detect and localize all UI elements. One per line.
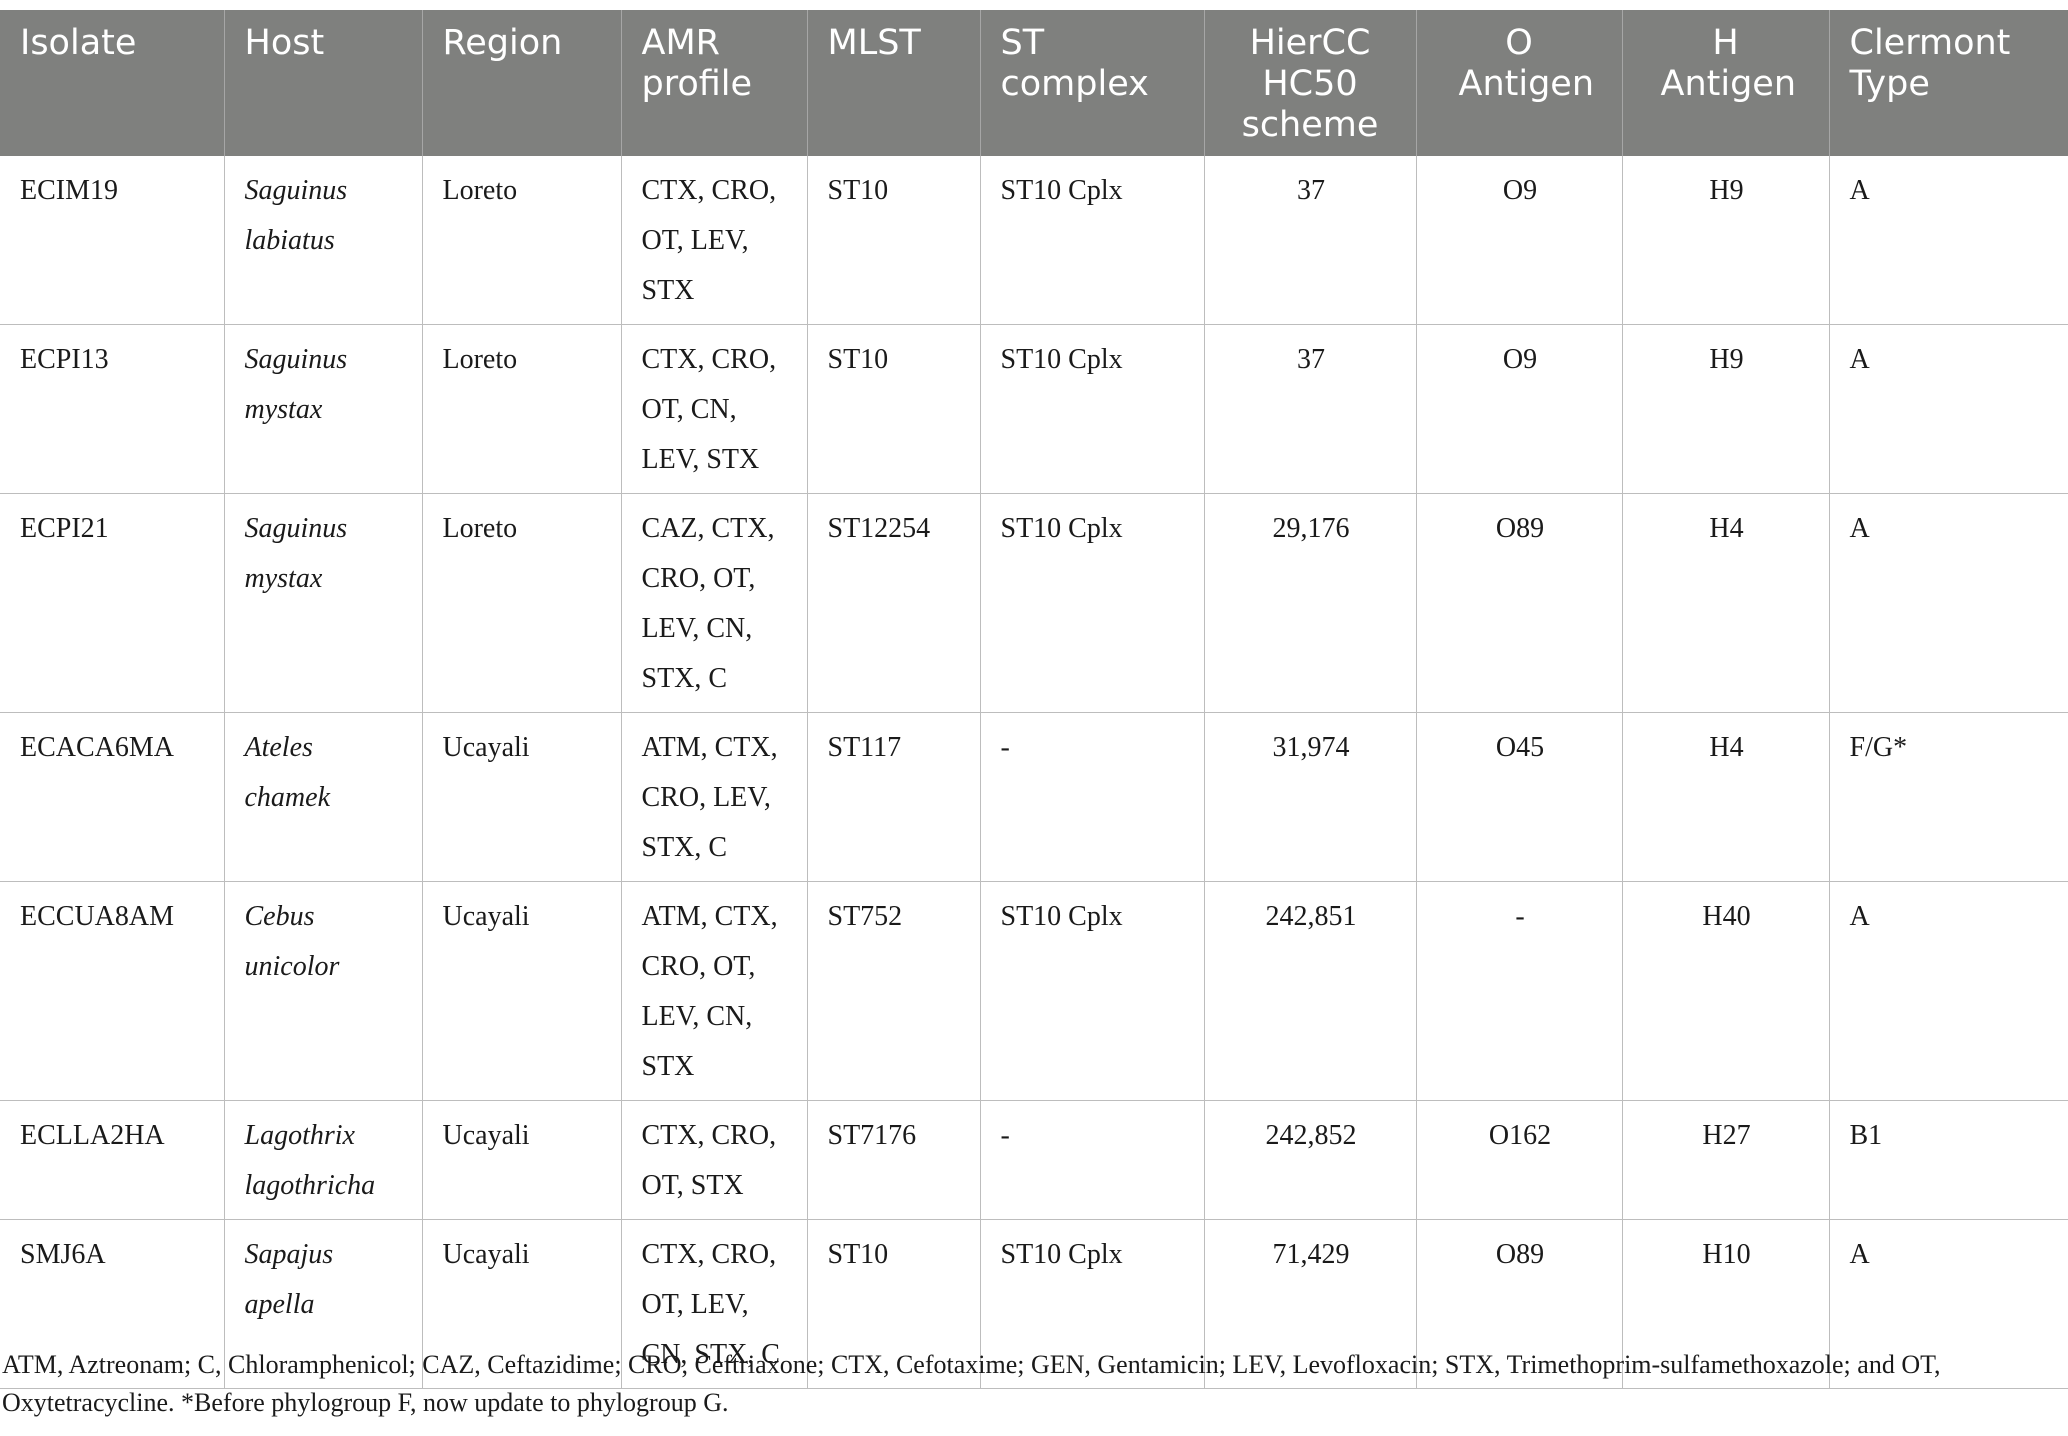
cell-amr-profile: ATM, CTX, CRO, LEV, STX, C [620,712,807,882]
cell-h-antigen: H40 [1621,881,1829,1101]
cell-region: Loreto [421,156,621,325]
cell-region: Loreto [421,493,621,713]
cell-mlst: ST117 [806,712,980,882]
cell-h-antigen: H27 [1621,1100,1829,1220]
table-row: ECCUA8AM Cebus unicolor Ucayali ATM, CTX, C… [0,881,2068,1101]
cell-isolate: SMJ6A [0,1219,224,1389]
isolates-table: Isolate Host Region AMR profile MLST ST … [0,10,2068,1389]
cell-isolate: ECLLA2HA [0,1100,224,1220]
cell-clermont-type: B1 [1828,1100,2068,1220]
cell-mlst: ST12254 [806,493,980,713]
cell-isolate: ECPI13 [0,324,224,494]
cell-hiercc: 242,851 [1203,881,1416,1101]
cell-amr-profile: CTX, CRO, OT, LEV, STX [620,156,807,325]
cell-mlst: ST7176 [806,1100,980,1220]
table-row: SMJ6A Sapajus apella Ucayali CTX, CRO, OT, … [0,1219,2068,1389]
cell-o-antigen: O9 [1415,156,1622,325]
column-header-o-antigen: O Antigen [1415,10,1622,156]
cell-clermont-type: F/G* [1828,712,2068,882]
cell-st-complex: - [979,1100,1204,1220]
cell-hiercc: 31,974 [1203,712,1416,882]
cell-st-complex: ST10 Cplx [979,1219,1204,1389]
cell-mlst: ST10 [806,324,980,494]
table-row: ECIM19 Saguinus labiatus Loreto CTX, CRO, O… [0,156,2068,325]
cell-o-antigen: - [1415,881,1622,1101]
cell-isolate: ECPI21 [0,493,224,713]
cell-hiercc: 242,852 [1203,1100,1416,1220]
cell-region: Ucayali [421,1219,621,1389]
column-header-mlst: MLST [806,10,980,156]
cell-amr-profile: ATM, CTX, CRO, OT, LEV, CN, STX [620,881,807,1101]
column-header-isolate: Isolate [0,10,224,156]
cell-host: Saguinus mystax [223,493,422,713]
table-row: ECACA6MA Ateles chamek Ucayali ATM, CTX, CR… [0,712,2068,882]
cell-o-antigen: O89 [1415,493,1622,713]
cell-clermont-type: A [1828,156,2068,325]
cell-host: Saguinus labiatus [223,156,422,325]
column-header-clermont-type: Clermont Type [1828,10,2068,156]
cell-clermont-type: A [1828,493,2068,713]
cell-region: Loreto [421,324,621,494]
cell-isolate: ECCUA8AM [0,881,224,1101]
cell-host: Cebus unicolor [223,881,422,1101]
cell-isolate: ECACA6MA [0,712,224,882]
table-footnote: ATM, Aztreonam; C, Chloramphenicol; CAZ,… [2,1350,1941,1417]
cell-mlst: ST10 [806,156,980,325]
cell-amr-profile: CTX, CRO, OT, CN, LEV, STX [620,324,807,494]
cell-clermont-type: A [1828,1219,2068,1389]
cell-clermont-type: A [1828,881,2068,1101]
cell-h-antigen: H9 [1621,324,1829,494]
table-row: ECLLA2HA Lagothrix lagothricha Ucayali CTX,… [0,1100,2068,1220]
cell-hiercc: 37 [1203,156,1416,325]
cell-host: Lagothrix lagothricha [223,1100,422,1220]
cell-amr-profile: CTX, CRO, OT, STX [620,1100,807,1220]
column-header-host: Host [223,10,422,156]
cell-host: Ateles chamek [223,712,422,882]
column-header-h-antigen: H Antigen [1621,10,1829,156]
cell-mlst: ST752 [806,881,980,1101]
table-container: Isolate Host Region AMR profile MLST ST … [0,10,2068,1389]
cell-h-antigen: H10 [1621,1219,1829,1389]
cell-region: Ucayali [421,881,621,1101]
column-header-hiercc: HierCC HC50 scheme [1203,10,1416,156]
table-row: ECPI13 Saguinus mystax Loreto CTX, CRO, OT,… [0,324,2068,494]
column-header-st-complex: ST complex [979,10,1204,156]
table-row: ECPI21 Saguinus mystax Loreto CAZ, CTX, CRO… [0,493,2068,713]
cell-st-complex: ST10 Cplx [979,881,1204,1101]
cell-hiercc: 71,429 [1203,1219,1416,1389]
cell-hiercc: 37 [1203,324,1416,494]
cell-o-antigen: O45 [1415,712,1622,882]
cell-mlst: ST10 [806,1219,980,1389]
cell-o-antigen: O162 [1415,1100,1622,1220]
cell-host: Saguinus mystax [223,324,422,494]
cell-amr-profile: CTX, CRO, OT, LEV, CN, STX, C [620,1219,807,1389]
cell-st-complex: - [979,712,1204,882]
column-header-amr-profile: AMR profile [620,10,807,156]
cell-region: Ucayali [421,712,621,882]
cell-h-antigen: H4 [1621,712,1829,882]
cell-amr-profile: CAZ, CTX, CRO, OT, LEV, CN, STX, C [620,493,807,713]
cell-st-complex: ST10 Cplx [979,156,1204,325]
cell-h-antigen: H4 [1621,493,1829,713]
cell-st-complex: ST10 Cplx [979,493,1204,713]
cell-hiercc: 29,176 [1203,493,1416,713]
cell-h-antigen: H9 [1621,156,1829,325]
cell-o-antigen: O89 [1415,1219,1622,1389]
cell-host: Sapajus apella [223,1219,422,1389]
cell-o-antigen: O9 [1415,324,1622,494]
cell-isolate: ECIM19 [0,156,224,325]
cell-st-complex: ST10 Cplx [979,324,1204,494]
cell-clermont-type: A [1828,324,2068,494]
header-row: Isolate Host Region AMR profile MLST ST … [0,10,2068,156]
column-header-region: Region [421,10,621,156]
cell-region: Ucayali [421,1100,621,1220]
